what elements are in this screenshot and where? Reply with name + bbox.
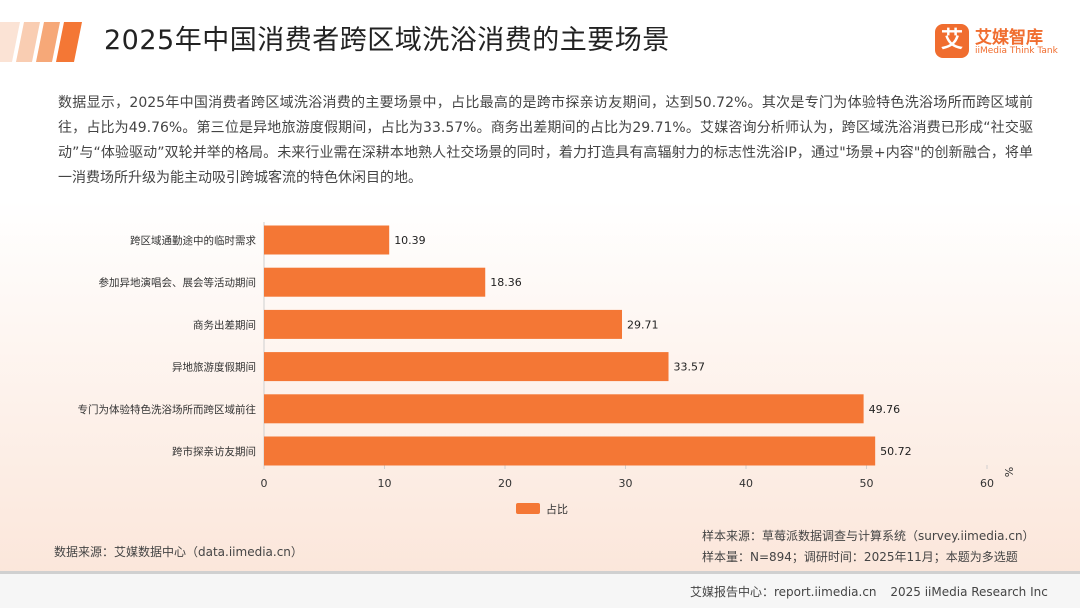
data-label: 29.71 [627,318,659,331]
report-center-link[interactable]: 艾媒报告中心：report.iimedia.cn [690,585,877,599]
footer-band [0,574,1080,608]
x-tick-label: 0 [261,477,268,490]
legend-label: 占比 [546,503,568,516]
copyright: 2025 iiMedia Research Inc [890,585,1048,599]
data-source-note: 数据来源：艾媒数据中心（data.iimedia.cn） [54,545,303,559]
bar [264,352,669,382]
category-label: 异地旅游度假期间 [172,361,256,374]
category-label: 专门为体验特色洗浴场所而跨区域前往 [78,403,257,416]
bar [264,267,486,297]
logo-mark-icon: 艾 [935,24,969,58]
x-tick-label: 20 [498,477,512,490]
x-tick-label: 10 [378,477,392,490]
category-label: 跨区域通勤途中的临时需求 [130,234,256,247]
page-title: 2025年中国消费者跨区域洗浴消费的主要场景 [104,25,670,56]
bar [264,225,390,255]
data-label: 49.76 [869,403,901,416]
x-axis-unit-label: % [1002,467,1015,477]
description-paragraph: 数据显示，2025年中国消费者跨区域洗浴消费的主要场景中，占比最高的是跨市探亲访… [58,95,1033,186]
category-label: 商务出差期间 [193,318,256,331]
x-tick-label: 60 [980,477,994,490]
sample-source-note: 样本来源：草莓派数据调查与计算系统（survey.iimedia.cn） [702,529,1035,543]
background-gradient [0,200,1080,580]
bar [264,309,623,339]
data-label: 18.36 [490,276,522,289]
header-stripes-decoration [0,22,82,62]
bar [264,394,864,424]
category-label: 跨市探亲访友期间 [172,445,256,458]
logo-subtitle: iiMedia Think Tank [975,46,1058,56]
brand-logo: 艾 艾媒智库 iiMedia Think Tank [935,22,1058,62]
x-tick-label: 50 [860,477,874,490]
data-label: 50.72 [880,445,912,458]
footer: 艾媒报告中心：report.iimedia.cn 2025 iiMedia Re… [690,583,1058,600]
x-tick-label: 30 [619,477,633,490]
legend-swatch [516,503,540,514]
data-label: 10.39 [394,234,426,247]
bar [264,436,876,466]
footer-divider [0,571,1080,574]
data-label: 33.57 [674,361,706,374]
logo-name: 艾媒智库 [975,28,1043,48]
category-label: 参加异地演唱会、展会等活动期间 [99,276,257,289]
sample-size-note: 样本量：N=894；调研时间：2025年11月；本题为多选题 [702,550,1018,564]
x-tick-label: 40 [739,477,753,490]
